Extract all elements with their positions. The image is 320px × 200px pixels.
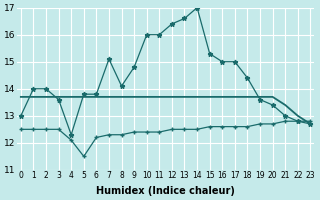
X-axis label: Humidex (Indice chaleur): Humidex (Indice chaleur) bbox=[96, 186, 235, 196]
